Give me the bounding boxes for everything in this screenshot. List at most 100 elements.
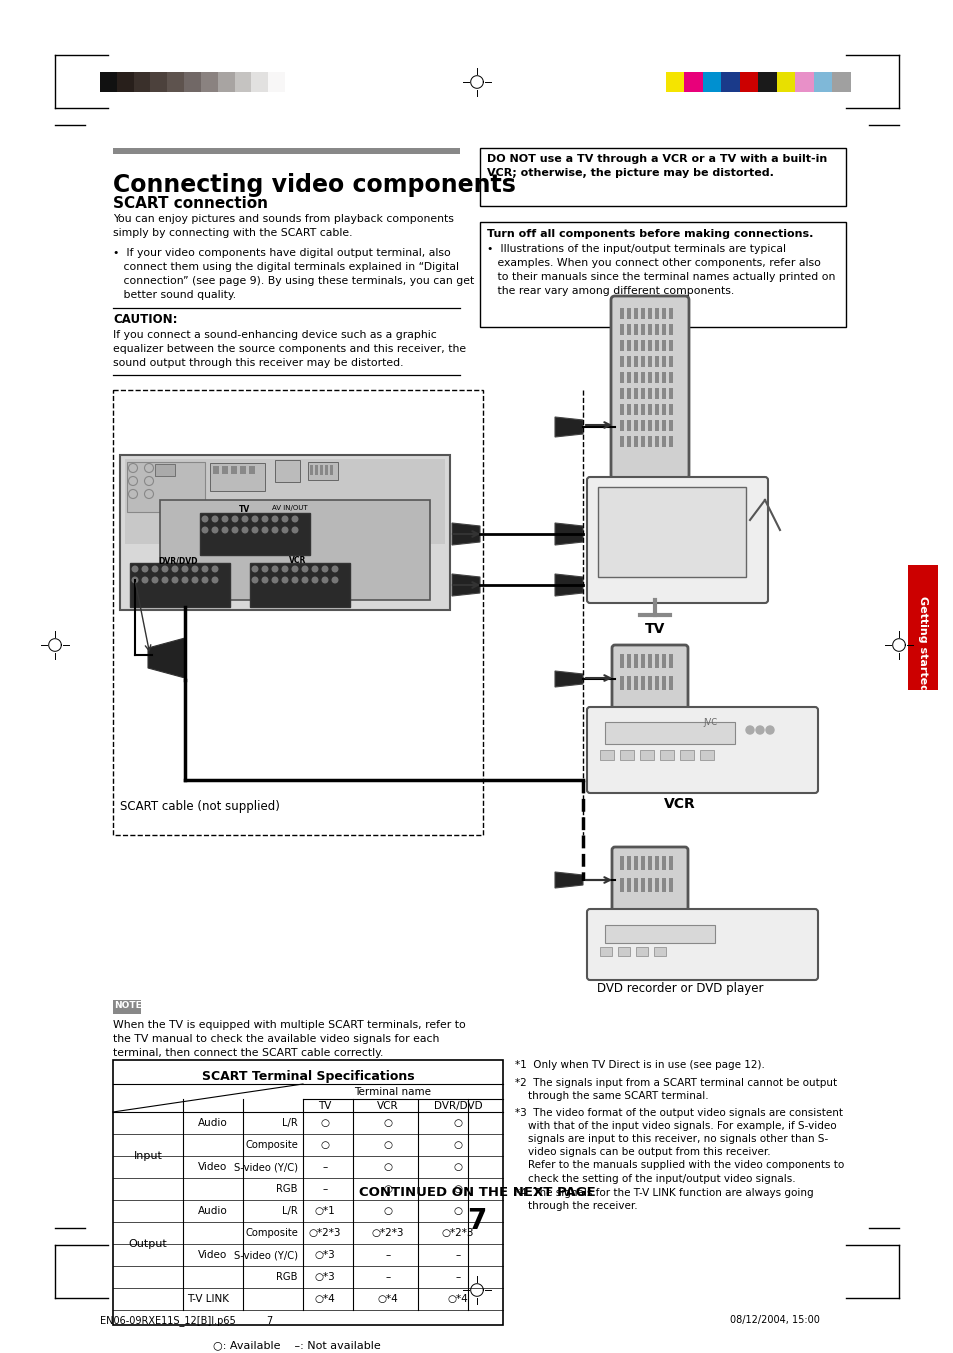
Bar xyxy=(133,72,151,92)
Text: DVR/DVD: DVR/DVD xyxy=(434,1101,482,1111)
Text: Audio: Audio xyxy=(198,1118,228,1128)
Text: –: – xyxy=(385,1250,390,1260)
Bar xyxy=(640,323,644,336)
Circle shape xyxy=(182,578,188,583)
Bar xyxy=(640,308,644,319)
Text: Composite: Composite xyxy=(245,1141,297,1150)
Text: –: – xyxy=(455,1272,460,1283)
Bar xyxy=(661,372,665,383)
Bar xyxy=(626,372,630,383)
Bar xyxy=(112,1059,502,1325)
Bar xyxy=(217,72,234,92)
Bar xyxy=(661,436,665,446)
Text: •  Illustrations of the input/output terminals are typical
   examples. When you: • Illustrations of the input/output term… xyxy=(486,244,835,296)
Circle shape xyxy=(222,528,228,533)
Text: DO NOT use a TV through a VCR or a TV with a built-in
VCR; otherwise, the pictur: DO NOT use a TV through a VCR or a TV wi… xyxy=(486,154,826,179)
Circle shape xyxy=(242,517,248,522)
Text: SCART connection: SCART connection xyxy=(112,196,268,211)
Circle shape xyxy=(252,566,257,572)
Bar xyxy=(619,419,623,432)
Text: TV: TV xyxy=(239,505,251,514)
Bar xyxy=(655,676,659,690)
Bar xyxy=(647,356,651,367)
Text: *4  The signals for the T-V LINK function are always going
    through the recei: *4 The signals for the T-V LINK function… xyxy=(515,1188,813,1211)
Circle shape xyxy=(282,566,288,572)
Bar xyxy=(130,563,230,607)
Circle shape xyxy=(202,528,208,533)
Bar xyxy=(626,405,630,415)
Text: T-V LINK: T-V LINK xyxy=(187,1293,229,1304)
Text: –: – xyxy=(385,1272,390,1283)
Circle shape xyxy=(312,566,317,572)
Circle shape xyxy=(212,566,217,572)
Text: RGB: RGB xyxy=(276,1184,297,1193)
Bar xyxy=(634,308,638,319)
Bar xyxy=(619,308,623,319)
Bar xyxy=(647,372,651,383)
Text: ○*1: ○*1 xyxy=(314,1206,335,1216)
Bar xyxy=(668,419,672,432)
Bar xyxy=(668,308,672,319)
Bar xyxy=(626,653,630,668)
FancyBboxPatch shape xyxy=(610,296,688,479)
FancyBboxPatch shape xyxy=(612,645,687,710)
Circle shape xyxy=(282,528,288,533)
Bar xyxy=(151,72,167,92)
Text: Connecting video components: Connecting video components xyxy=(112,173,516,198)
Bar xyxy=(626,856,630,870)
Bar xyxy=(640,419,644,432)
Text: S-video (Y/C): S-video (Y/C) xyxy=(233,1250,297,1260)
Text: •  If your video components have digital output terminal, also
   connect them u: • If your video components have digital … xyxy=(112,248,474,300)
Bar xyxy=(200,513,310,555)
Circle shape xyxy=(262,517,268,522)
Bar xyxy=(619,750,634,760)
Bar xyxy=(655,653,659,668)
Bar xyxy=(647,653,651,668)
Bar xyxy=(661,653,665,668)
Text: *1  Only when TV Direct is in use (see page 12).: *1 Only when TV Direct is in use (see pa… xyxy=(515,1059,764,1070)
Bar xyxy=(231,465,236,474)
Text: Terminal name: Terminal name xyxy=(355,1086,431,1097)
Bar xyxy=(599,750,614,760)
Bar xyxy=(647,419,651,432)
Text: ○: ○ xyxy=(453,1206,462,1216)
Circle shape xyxy=(272,528,277,533)
Circle shape xyxy=(262,578,268,583)
Bar xyxy=(668,856,672,870)
Bar xyxy=(668,676,672,690)
Text: 7: 7 xyxy=(467,1207,486,1235)
Polygon shape xyxy=(555,671,582,687)
Circle shape xyxy=(172,578,177,583)
Text: When the TV is equipped with multiple SCART terminals, refer to
the TV manual to: When the TV is equipped with multiple SC… xyxy=(112,1020,465,1058)
FancyBboxPatch shape xyxy=(612,847,687,913)
FancyBboxPatch shape xyxy=(586,909,817,980)
Bar xyxy=(330,465,333,475)
Bar xyxy=(634,340,638,350)
Bar xyxy=(647,878,651,892)
Bar xyxy=(661,388,665,399)
Text: ○: ○ xyxy=(453,1141,462,1150)
Bar xyxy=(655,340,659,350)
Bar xyxy=(647,388,651,399)
Bar xyxy=(700,750,713,760)
Text: ○*2*3: ○*2*3 xyxy=(309,1229,341,1238)
Text: L/R: L/R xyxy=(282,1206,297,1216)
Text: Getting started: Getting started xyxy=(917,597,927,691)
Circle shape xyxy=(232,528,237,533)
Bar xyxy=(720,72,740,92)
Text: 08/12/2004, 15:00: 08/12/2004, 15:00 xyxy=(729,1315,819,1325)
Circle shape xyxy=(312,578,317,583)
Circle shape xyxy=(222,517,228,522)
Bar xyxy=(684,72,702,92)
Text: –: – xyxy=(322,1184,327,1193)
FancyBboxPatch shape xyxy=(586,708,817,793)
Bar xyxy=(626,436,630,446)
Bar xyxy=(234,72,251,92)
Bar xyxy=(654,947,665,957)
Bar xyxy=(112,147,459,154)
Bar xyxy=(251,72,268,92)
Bar xyxy=(655,419,659,432)
Text: ○*3: ○*3 xyxy=(314,1272,335,1283)
Bar xyxy=(125,459,444,544)
Bar xyxy=(619,405,623,415)
